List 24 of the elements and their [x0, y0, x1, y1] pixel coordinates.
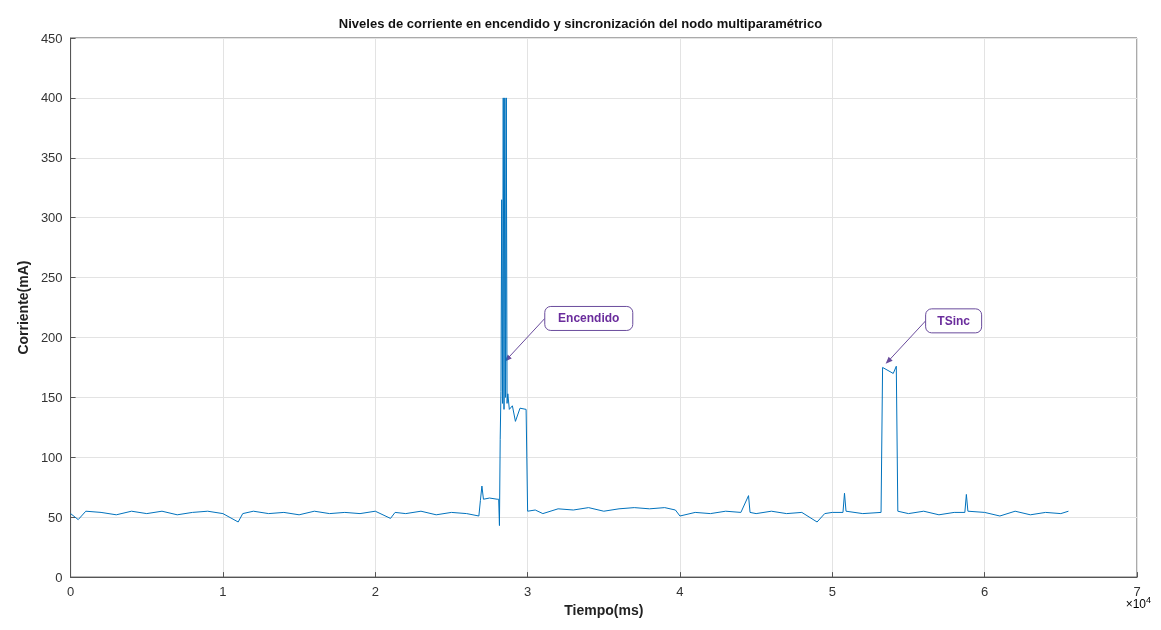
y-tick-label: 0	[55, 569, 63, 585]
y-tick-label: 50	[48, 509, 63, 525]
chart-title: Niveles de corriente en encendido y sincronización del nodo multiparamétrico	[338, 16, 823, 31]
x-tick-label: 0	[66, 584, 75, 600]
x-tick-label: 7	[1133, 584, 1141, 600]
y-tick-label: 150	[40, 389, 63, 405]
y-axis-title: Corriente(mA)	[15, 260, 31, 355]
y-tick-label: 350	[40, 150, 63, 166]
x-tick-label: 1	[219, 584, 227, 600]
x-tick-label: 3	[524, 584, 532, 600]
y-tick-label: 450	[40, 30, 63, 46]
line-series	[70, 97, 1069, 527]
y-tick-label: 100	[40, 449, 63, 465]
x-tick-label: 2	[371, 584, 379, 600]
annotation: TSinc	[937, 313, 971, 328]
x-tick-label: 6	[981, 584, 989, 600]
y-tick-label: 300	[40, 210, 63, 226]
y-tick-label: 200	[40, 330, 63, 345]
annotation: Encendido	[558, 311, 620, 326]
x-tick-label: 5	[828, 584, 836, 600]
y-tick-label: 250	[40, 270, 63, 286]
x-tick-label: 4	[676, 584, 684, 600]
x-axis-title: Tiempo(ms)	[564, 602, 644, 618]
y-tick-label: 400	[40, 90, 63, 106]
